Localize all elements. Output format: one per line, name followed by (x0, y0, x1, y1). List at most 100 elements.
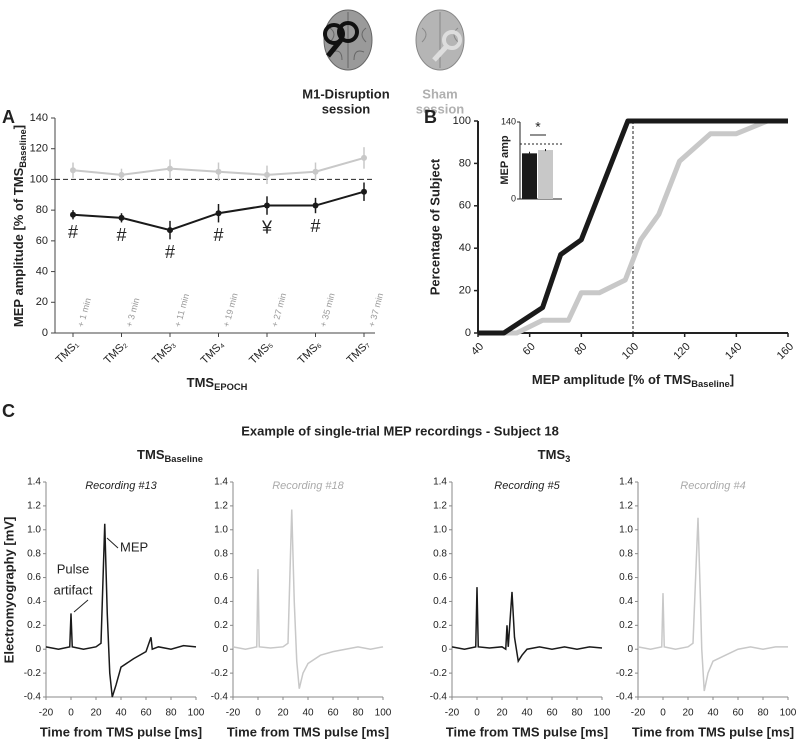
y-tick-label: 0.6 (619, 572, 633, 583)
data-point (361, 154, 367, 161)
y-tick-label: 1.2 (214, 501, 228, 512)
y-tick-label: 0.4 (433, 596, 447, 607)
x-tick-label: TMS₁ (54, 338, 82, 366)
x-tick-label: 40 (115, 708, 127, 719)
data-point (264, 171, 270, 178)
x-tick-label: 60 (732, 708, 744, 719)
y-tick-label: 0.8 (433, 548, 447, 559)
y-axis-label: Percentage of Subject (427, 158, 442, 295)
x-tick-label: 120 (671, 341, 692, 362)
data-point (167, 165, 173, 172)
x-axis-label-part: Baseline (691, 379, 729, 389)
x-axis-label-part: MEP amplitude [% of TMS (532, 372, 692, 387)
y-tick-label: 0.6 (27, 572, 41, 583)
x-tick-label: 40 (302, 708, 314, 719)
annotation: Pulse (57, 561, 90, 576)
y-tick-label: 40 (459, 242, 471, 254)
recording-title: Recording #13 (85, 480, 157, 492)
y-tick-label: -0.2 (211, 668, 229, 679)
x-tick-label: 100 (188, 708, 205, 719)
x-tick-label: 20 (682, 708, 694, 719)
m1-label: session (322, 101, 370, 116)
x-tick-label: 80 (757, 708, 769, 719)
y-tick-label: 0.6 (214, 572, 228, 583)
x-axis-label-part: EPOCH (214, 382, 247, 392)
time-note: + 3 min (124, 297, 141, 328)
y-tick-label: 0 (465, 327, 471, 339)
recording-title: Recording #18 (272, 480, 344, 492)
x-tick-label: TMS₂ (102, 339, 130, 367)
y-tick-label: 60 (459, 200, 471, 212)
series-line (478, 118, 788, 336)
x-tick-label: TMS₃ (150, 339, 178, 367)
y-tick-label: 0.8 (214, 548, 228, 559)
data-point (264, 202, 270, 209)
sham-label: session (416, 101, 464, 116)
y-tick-label: 0 (627, 644, 633, 655)
y-tick-label: -0.4 (24, 692, 42, 703)
group-title: TMS3 (538, 447, 571, 464)
y-tick-label: -0.4 (430, 692, 448, 703)
y-tick-label: 1.0 (27, 524, 41, 535)
y-tick-label: 0 (222, 644, 228, 655)
significance: ¥ (261, 218, 273, 238)
time-note: + 35 min (318, 292, 337, 328)
x-tick-label: 140 (723, 341, 744, 362)
x-tick-label: 160 (775, 341, 796, 362)
y-axis-label-part: ] (11, 125, 26, 129)
x-tick-label: -20 (445, 708, 460, 719)
x-axis-label: TMSEPOCH (187, 375, 248, 392)
x-axis-label-part: TMS (187, 375, 215, 390)
m1-label: M1-Disruption (302, 86, 389, 101)
x-tick-label: TMS₇ (345, 339, 373, 367)
group-title-part: TMS (137, 447, 165, 462)
x-tick-label: 0 (660, 708, 666, 719)
x-tick-label: 100 (375, 708, 392, 719)
y-tick-label: 0.2 (619, 620, 633, 631)
bar (538, 150, 553, 199)
pointer (73, 599, 89, 613)
group-title-part: TMS (538, 447, 566, 462)
x-tick-label: 100 (780, 708, 797, 719)
brain-icon-sham (415, 9, 465, 71)
x-tick-label: 60 (521, 341, 538, 358)
y-tick-label: 1.2 (27, 501, 41, 512)
x-tick-label: 20 (90, 708, 102, 719)
data-point (118, 171, 125, 178)
x-tick-label: 40 (707, 708, 719, 719)
y-tick-label: 1.4 (433, 477, 447, 488)
data-point (215, 168, 222, 175)
x-tick-label: 0 (68, 708, 74, 719)
y-axis-label-part: MEP amplitude [% of TMS (11, 167, 26, 327)
y-tick-label: 1.4 (214, 477, 228, 488)
y-axis-label-part: Baseline (18, 129, 28, 167)
sham-label: Sham (422, 86, 457, 101)
emg-trace (45, 523, 197, 698)
x-tick-label: TMS₆ (296, 339, 324, 367)
data-point (167, 227, 173, 234)
x-tick-label: 100 (620, 341, 641, 362)
emg-trace (637, 517, 788, 692)
x-axis-label: Time from TMS pulse [ms] (227, 724, 389, 739)
y-tick-label: 60 (36, 235, 48, 247)
y-tick-label: 0.2 (27, 620, 41, 631)
panel-letter: A (2, 107, 15, 127)
y-tick-label: 1.2 (619, 501, 633, 512)
brain-icon-m1 (323, 9, 373, 71)
y-tick-label: 80 (459, 157, 471, 169)
y-axis-label: Electromyography [mV] (1, 517, 16, 664)
significance: * (535, 119, 541, 135)
y-tick-label: 120 (30, 143, 48, 155)
data-point (70, 167, 76, 174)
x-tick-label: 20 (496, 708, 508, 719)
significance: # (310, 216, 320, 236)
y-tick-label: 1.0 (214, 524, 228, 535)
y-tick-label: 0 (42, 327, 48, 339)
x-tick-label: 80 (165, 708, 177, 719)
y-tick-label: 0.4 (214, 596, 228, 607)
y-tick-label: 1.4 (619, 477, 633, 488)
y-tick-label: -0.2 (430, 668, 448, 679)
data-point (312, 202, 319, 209)
emg-trace (451, 587, 603, 664)
